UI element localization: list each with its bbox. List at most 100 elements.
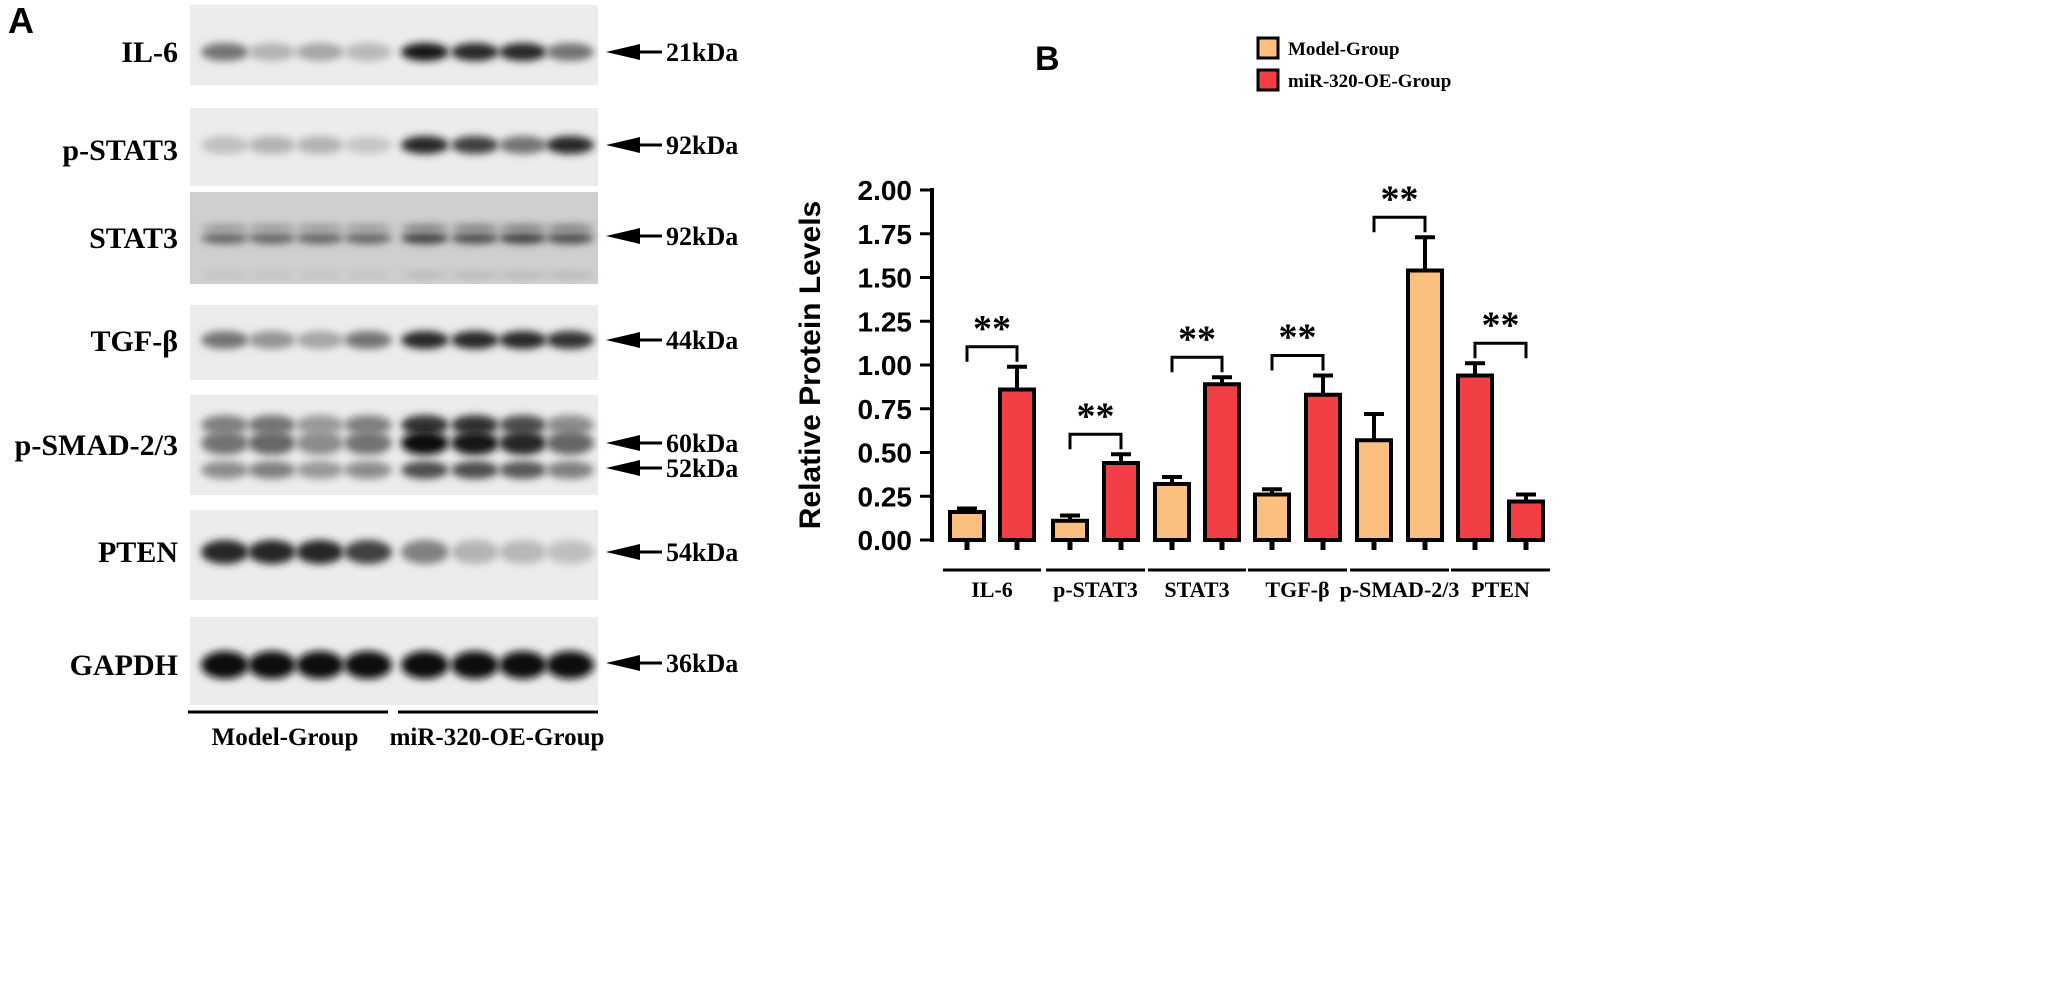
marker-arrow-head [606,655,640,671]
category-label-p-smad-2-3: p-SMAD-2/3 [1340,577,1460,602]
marker-arrow-head [606,44,640,60]
blot-band [248,431,296,455]
marker-arrow-head [606,228,640,244]
group-label-oe: miR-320-OE-Group [390,724,605,751]
blot-band [296,272,344,278]
bar-p-smad-2-3-mir-320-oe-group [1406,268,1444,542]
blot-band [296,136,344,154]
y-tick-label: 1.75 [858,219,913,250]
bar-group-p-stat3: ** [1051,395,1140,550]
blot-band [546,272,594,278]
blot-row-gapdh: GAPDH 36kDa [70,617,738,705]
bar-group-tgf: ** [1253,317,1342,550]
marker-label: 92kDa [666,131,738,160]
blot-row-pten: PTEN 54kDa [98,510,738,600]
blot-row-il-6: IL-6 21kDa [121,5,738,85]
category-label-stat3: STAT3 [1164,577,1229,602]
blot-band [499,43,547,61]
bar-group-p-smad-2-3: ** [1355,178,1444,550]
blot-band [296,651,344,679]
blot-row-p-stat3: p-STAT3 92kDa [62,108,738,186]
blot-band [248,331,296,349]
bar-p-stat3-mir-320-oe-group [1102,461,1140,542]
bar-tgf-mir-320-oe-group [1304,392,1342,542]
blot-band [201,651,249,679]
bar-il-6-mir-320-oe-group [998,387,1036,542]
blot-label-il-6: IL-6 [121,36,178,69]
y-tick-label: 1.00 [858,350,913,381]
blot-band [344,461,392,479]
blot-band [451,272,499,278]
category-label-p-stat3: p-STAT3 [1053,577,1138,602]
blot-band [401,331,449,349]
blot-band [499,272,547,278]
significance-label: ** [1178,318,1216,360]
blot-band [201,331,249,349]
blot-row-stat3: STAT3 92kDa [89,192,738,284]
blot-band [546,431,594,455]
chart-legend: Model-Group miR-320-OE-Group [1256,36,1451,92]
blot-band [248,461,296,479]
marker-label: 36kDa [666,649,738,678]
blot-band [248,272,296,278]
blot-band [546,415,594,435]
blot-band [201,415,249,435]
blot-band [499,431,547,455]
blot-band [451,651,499,679]
blot-band [201,43,249,61]
blot-label-pten: PTEN [98,536,178,569]
marker-arrow-head [606,435,640,451]
marker-arrow-head [606,332,640,348]
blot-band [451,232,499,244]
significance-label: ** [973,308,1011,350]
blot-band [401,651,449,679]
blot-band [296,232,344,244]
blot-band [248,415,296,435]
panel-a-label: A [8,0,34,41]
bar-group-il-6: ** [948,308,1036,550]
bar-stat3-mir-320-oe-group [1203,382,1241,542]
bar-group-pten: ** [1456,304,1545,550]
bar-p-stat3-model-group [1051,518,1089,542]
blot-band [344,232,392,244]
category-label-tgf: TGF-β [1265,577,1329,602]
significance-label: ** [1279,317,1317,359]
legend-swatch-model-group [1256,36,1280,60]
significance-bracket [1473,341,1528,359]
blot-band [546,136,594,154]
marker-label: 92kDa [666,222,738,251]
blot-band [401,272,449,278]
y-tick-label: 1.25 [858,306,913,337]
blot-band [296,224,344,232]
blot-band [296,331,344,349]
blot-band [344,224,392,232]
blot-band [201,224,249,232]
blot-band [296,540,344,564]
blot-band [344,431,392,455]
bar-stat3-model-group [1153,482,1191,542]
blot-band [451,461,499,479]
group-underlines: Model-Group miR-320-OE-Group [188,710,605,751]
blot-band [296,461,344,479]
blot-band [401,461,449,479]
x-axis: IL-6 p-STAT3 STAT3 TGF-β p-SMAD-2/3 PTEN [943,568,1550,602]
significance-bracket [1372,215,1427,233]
western-blot-panel: A IL-6 21kDa p-STAT3 92kDa STAT3 92kDa TGF-β 44… [8,0,738,751]
blot-band [201,232,249,244]
significance-label: ** [1381,178,1419,220]
blot-label-gapdh: GAPDH [70,649,178,682]
blot-band [451,331,499,349]
blot-band [201,272,249,278]
y-tick-label: 1.50 [858,263,913,294]
blot-band [451,43,499,61]
blot-band [546,224,594,232]
blot-band [296,43,344,61]
bar-p-smad-2-3-model-group [1355,438,1393,542]
blot-label-p-smad-2-3: p-SMAD-2/3 [15,429,178,462]
blot-band [546,232,594,244]
blot-label-p-stat3: p-STAT3 [62,134,178,167]
blot-band [401,540,449,564]
blot-band [401,431,449,455]
